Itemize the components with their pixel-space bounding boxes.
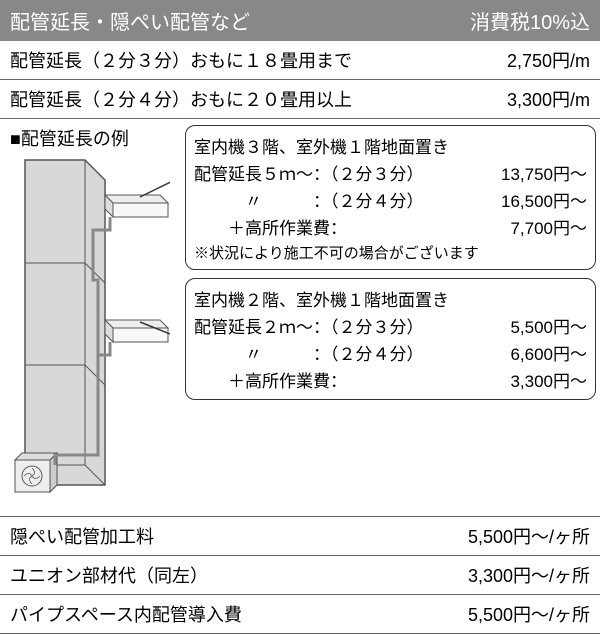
row-label: 配管延長（２分３分）おもに１８畳用まで	[10, 47, 352, 73]
bottom-row-2: パイプスペース内配管導入費 5,500円～/ヶ所	[0, 595, 600, 634]
header-title: 配管延長・隠ぺい配管など	[10, 6, 250, 35]
price-row-1: 配管延長（２分４分）おもに２０畳用以上 3,300円/m	[0, 80, 600, 119]
callout-title: 室内機２階、室外機１階地面置き	[194, 285, 587, 312]
price-row-0: 配管延長（２分３分）おもに１８畳用まで 2,750円/m	[0, 41, 600, 80]
bottom-row-0: 隠ぺい配管加工料 5,500円～/ヶ所	[0, 517, 600, 556]
header-tax: 消費税10%込	[470, 6, 590, 35]
row-price: 3,300円/m	[507, 86, 590, 112]
row-price: 3,300円～/ヶ所	[468, 562, 590, 588]
callout-line: ＋高所作業費：7,700円～	[194, 213, 587, 240]
callout-line: 配管延長２ｍ～：（２分３分）5,500円～	[194, 312, 587, 339]
callout-note: ※状況により施工不可の場合がございます	[194, 240, 587, 263]
row-label: 隠ぺい配管加工料	[10, 523, 154, 549]
bottom-row-1: ユニオン部材代（同左） 3,300円～/ヶ所	[0, 556, 600, 595]
diagram-title: ■配管延長の例	[10, 125, 185, 151]
callout-line: 〃 ：（２分４分）6,600円～	[194, 339, 587, 366]
row-label: パイプスペース内配管導入費	[10, 601, 242, 627]
row-label: ユニオン部材代（同左）	[10, 562, 208, 588]
row-price: 2,750円/m	[507, 47, 590, 73]
callout-line: 〃 ：（２分４分）16,500円～	[194, 186, 587, 213]
callout-title: 室内機３階、室外機１階地面置き	[194, 132, 587, 159]
diagram-section: ■配管延長の例	[0, 119, 600, 517]
row-label: 配管延長（２分４分）おもに２０畳用以上	[10, 86, 352, 112]
callout-line: ＋高所作業費：3,300円～	[194, 366, 587, 393]
building-diagram	[10, 155, 170, 505]
callout-3f: 室内機３階、室外機１階地面置き 配管延長５ｍ～：（２分３分）13,750円～ 〃…	[185, 125, 596, 270]
callout-2f: 室内機２階、室外機１階地面置き 配管延長２ｍ～：（２分３分）5,500円～ 〃 …	[185, 278, 596, 400]
row-price: 5,500円～/ヶ所	[468, 523, 590, 549]
callout-line: 配管延長５ｍ～：（２分３分）13,750円～	[194, 159, 587, 186]
row-price: 5,500円～/ヶ所	[468, 601, 590, 627]
header: 配管延長・隠ぺい配管など 消費税10%込	[0, 0, 600, 41]
